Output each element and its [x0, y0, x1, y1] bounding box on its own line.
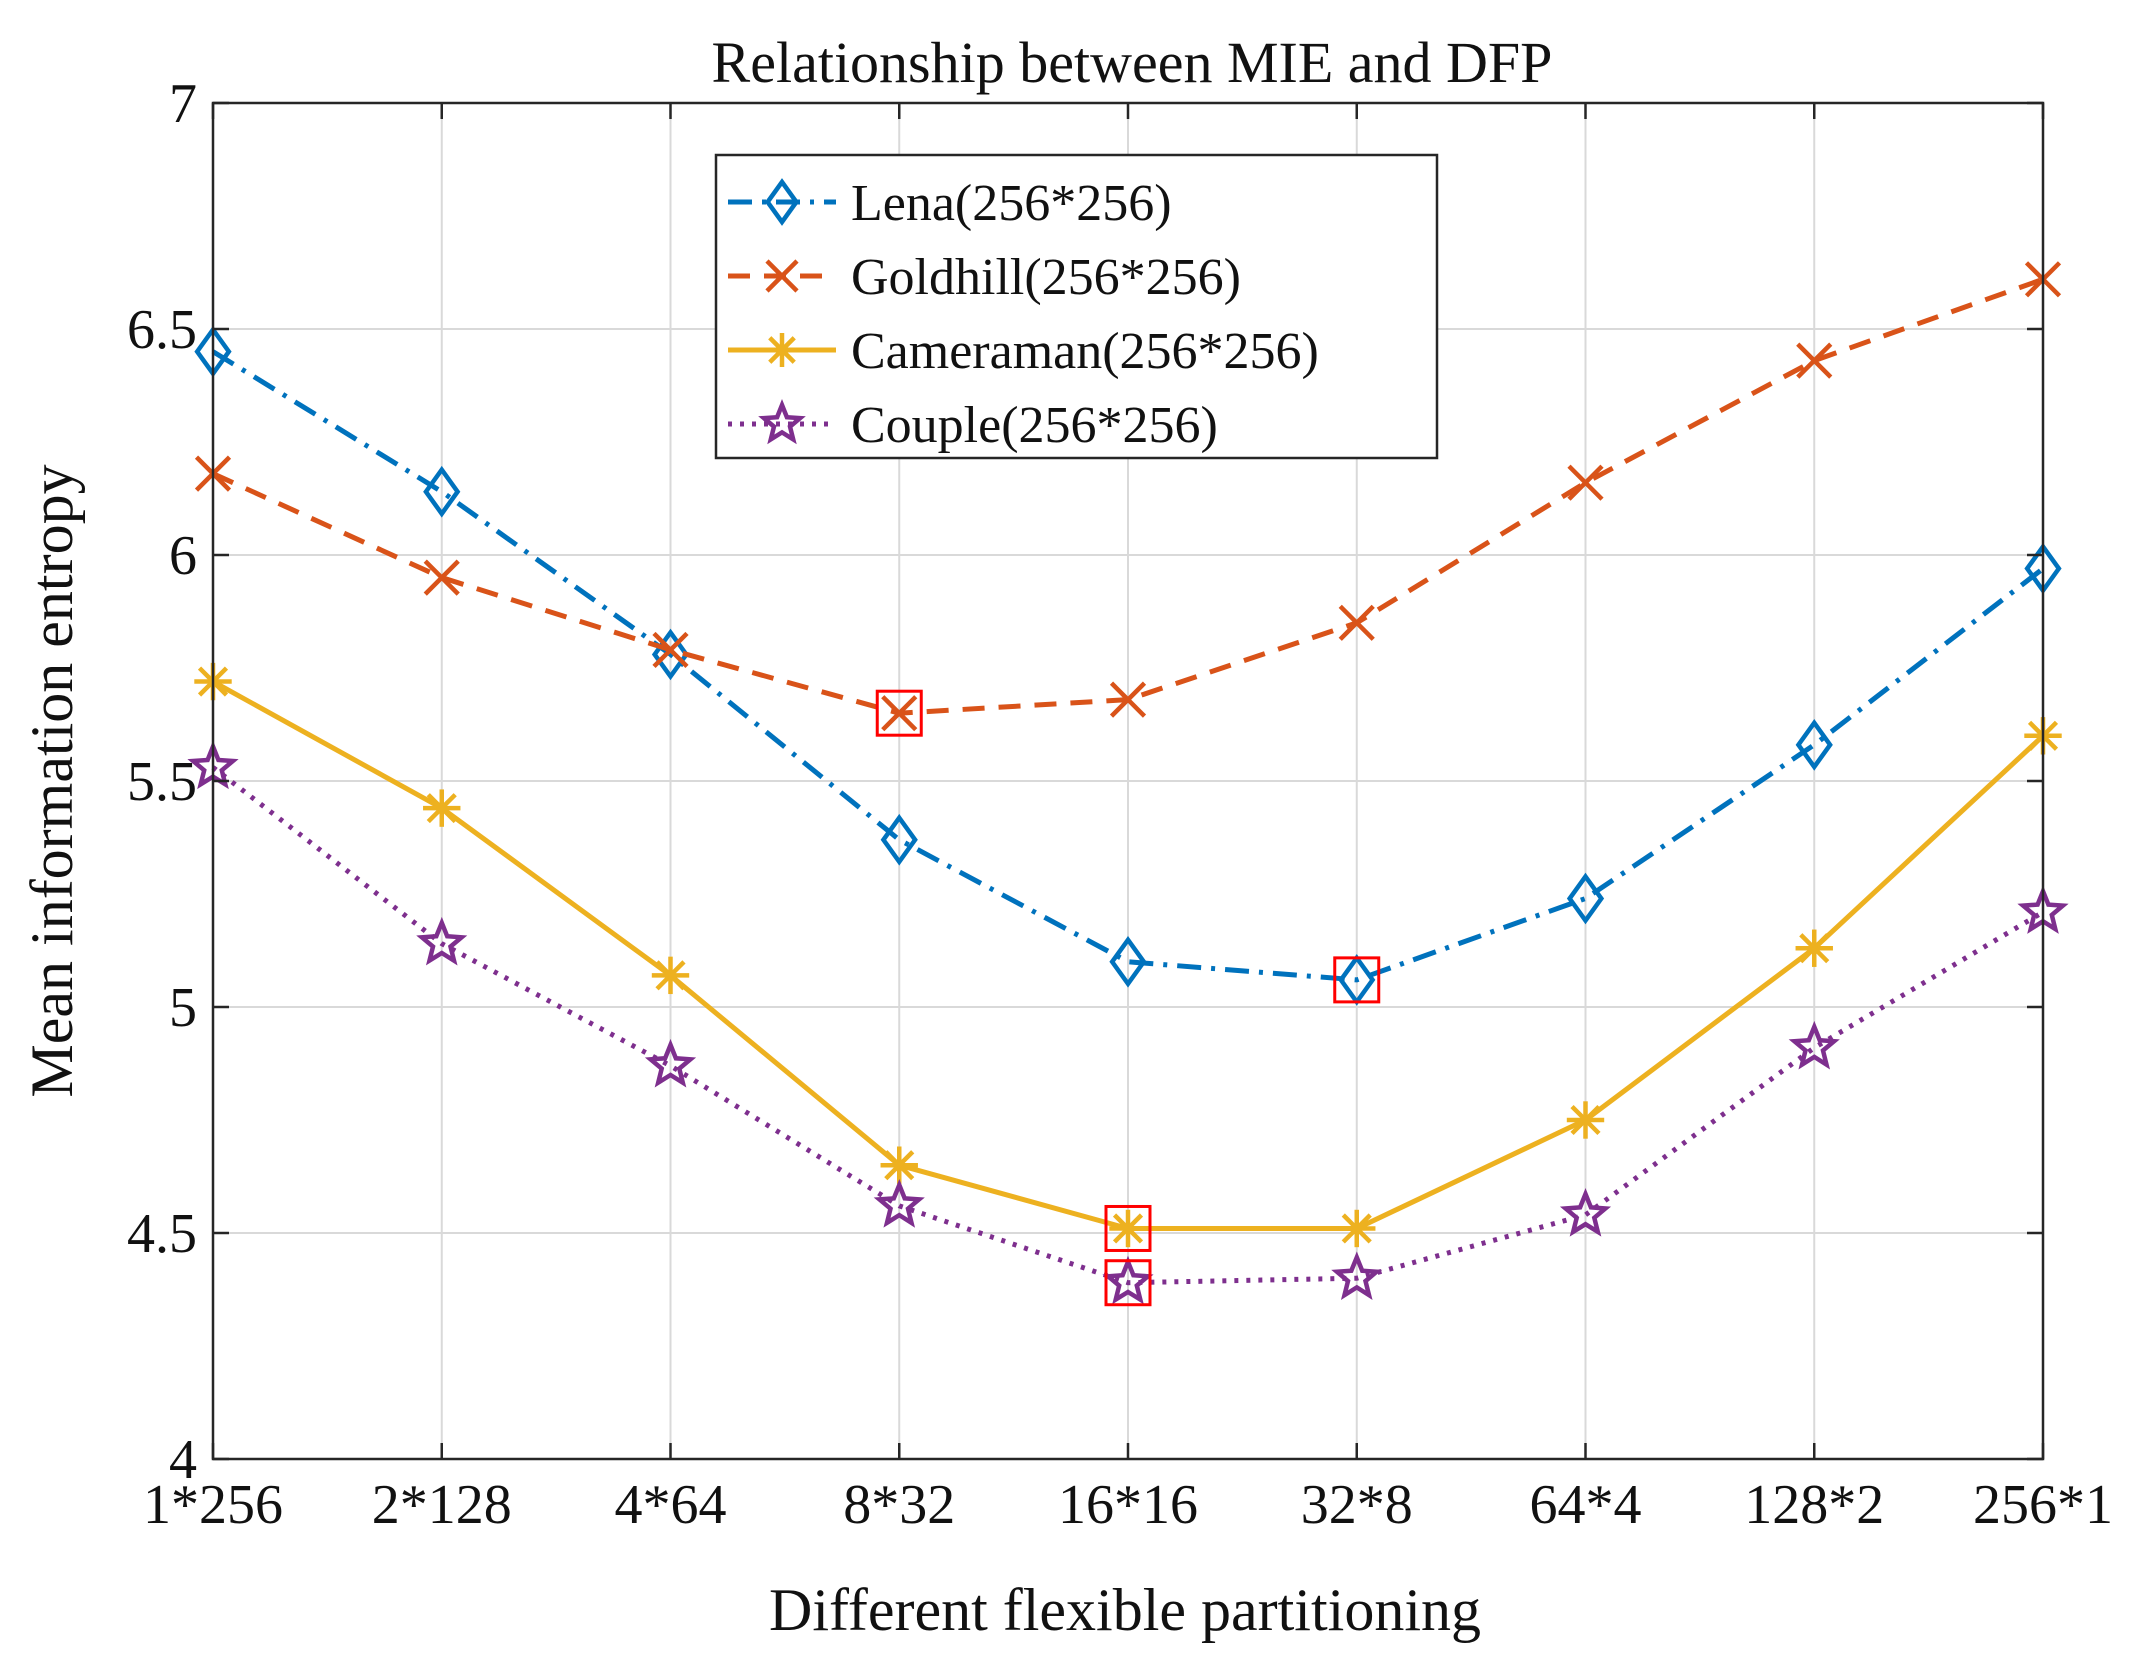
- x-axis-label: Different flexible partitioning: [769, 1577, 1481, 1643]
- minimum-highlight-box: [1104, 1204, 1152, 1252]
- minimum-highlight-box: [1333, 956, 1381, 1004]
- legend-marker: [765, 333, 799, 367]
- x-stroke: [1567, 464, 1604, 501]
- asterisk-stroke: [655, 960, 686, 991]
- asterisk-stroke: [1799, 933, 1830, 964]
- data-point: [423, 789, 461, 827]
- legend-label: Lena(256*256): [851, 175, 1172, 232]
- data-point: [416, 916, 468, 966]
- legend-marker: [765, 259, 799, 293]
- asterisk-stroke: [1570, 1104, 1601, 1136]
- asterisk-stroke: [426, 793, 457, 824]
- x-tick-label: 8*32: [843, 1474, 955, 1536]
- star-shape: [1331, 1251, 1383, 1300]
- data-point: [881, 695, 918, 732]
- legend-box: [714, 153, 1439, 460]
- legend-entry: Goldhill(256*256): [728, 249, 1241, 306]
- data-point: [1796, 342, 1833, 379]
- diamond-shape: [880, 813, 918, 866]
- star-shape: [758, 398, 806, 445]
- x-stroke: [881, 695, 918, 732]
- x-tick-label: 256*1: [1973, 1474, 2113, 1536]
- data-point: [1795, 929, 1833, 967]
- axes: [211, 101, 2045, 1461]
- legend-entry: Couple(256*256): [728, 397, 1218, 454]
- x-stroke: [652, 631, 689, 669]
- minimum-highlight-box: [875, 689, 923, 737]
- x-tick-label: 2*128: [372, 1474, 512, 1536]
- series-couple: [187, 740, 2069, 1307]
- data-point: [1795, 718, 1833, 771]
- legend-label: Cameraman(256*256): [851, 323, 1319, 380]
- y-tick-label: 4.5: [127, 1203, 197, 1265]
- data-point: [880, 813, 918, 866]
- data-point: [1102, 1255, 1154, 1305]
- x-tick-label: 64*4: [1530, 1474, 1642, 1536]
- asterisk-stroke: [768, 336, 796, 364]
- legend-entry: Cameraman(256*256): [728, 323, 1319, 380]
- diamond-shape: [1109, 935, 1147, 988]
- legend: Lena(256*256) Goldhill(256*256) Cameraman(…: [714, 153, 1439, 460]
- x-stroke: [1109, 681, 1147, 718]
- data-point: [652, 631, 689, 669]
- y-tick-label: 5.5: [127, 751, 197, 813]
- x-stroke: [1338, 604, 1375, 641]
- diamond-shape: [1566, 872, 1605, 925]
- star-shape: [416, 916, 468, 966]
- legend-marker: [764, 178, 800, 226]
- data-point: [1567, 464, 1604, 501]
- data-point: [873, 1179, 925, 1228]
- chart-title: Relationship between MIE and DFP: [712, 30, 1553, 95]
- series-group: [187, 261, 2069, 1307]
- data-point: [651, 956, 690, 995]
- y-tick-label: 4: [169, 1429, 197, 1491]
- y-tick-label: 5: [169, 977, 197, 1039]
- y-tick-label: 7: [169, 73, 197, 135]
- legend-label: Goldhill(256*256): [851, 249, 1241, 306]
- data-point: [644, 1038, 697, 1088]
- data-point: [1109, 935, 1147, 988]
- legend-label: Couple(256*256): [851, 397, 1218, 454]
- x-tick-label: 16*16: [1058, 1474, 1198, 1536]
- legend-entry: Lena(256*256): [728, 175, 1172, 232]
- tick-labels: 1*256 2*128 4*64 8*32 16*16 32*8 64*4 128*2 256*…: [127, 73, 2113, 1536]
- x-tick-label: 4*64: [615, 1474, 727, 1536]
- star-shape: [1788, 1020, 1840, 1070]
- star-shape: [1102, 1255, 1154, 1305]
- data-point: [1566, 1101, 1605, 1139]
- data-point: [1109, 681, 1147, 718]
- asterisk-stroke: [1112, 1213, 1144, 1244]
- diamond-shape: [423, 465, 461, 518]
- data-point: [1338, 1209, 1376, 1248]
- x-tick-label: 128*2: [1744, 1474, 1884, 1536]
- data-point: [1788, 1020, 1840, 1070]
- x-stroke: [765, 259, 799, 293]
- data-point: [423, 559, 460, 596]
- data-point: [880, 1146, 918, 1184]
- minimum-highlight-box: [1104, 1259, 1152, 1307]
- data-point: [1109, 1209, 1147, 1248]
- asterisk-stroke: [884, 1150, 915, 1181]
- x-tick-label: 1*256: [143, 1474, 283, 1536]
- diamond-shape: [764, 178, 800, 226]
- data-point: [1331, 1251, 1383, 1300]
- legend-marker: [758, 398, 806, 445]
- y-axis-label: Mean information entropy: [19, 464, 85, 1097]
- star-shape: [873, 1179, 925, 1228]
- star-shape: [1559, 1187, 1612, 1237]
- x-stroke: [423, 559, 460, 596]
- star-shape: [644, 1038, 697, 1088]
- y-tick-label: 6.5: [127, 299, 197, 361]
- x-tick-label: 32*8: [1301, 1474, 1413, 1536]
- data-point: [1559, 1187, 1612, 1237]
- data-point: [1338, 604, 1375, 641]
- data-point: [1566, 872, 1605, 925]
- series-line: [211, 765, 2045, 1286]
- x-stroke: [1796, 342, 1833, 379]
- y-tick-label: 6: [169, 525, 197, 587]
- asterisk-stroke: [1341, 1213, 1372, 1244]
- diamond-shape: [1795, 718, 1833, 771]
- data-point: [423, 465, 461, 518]
